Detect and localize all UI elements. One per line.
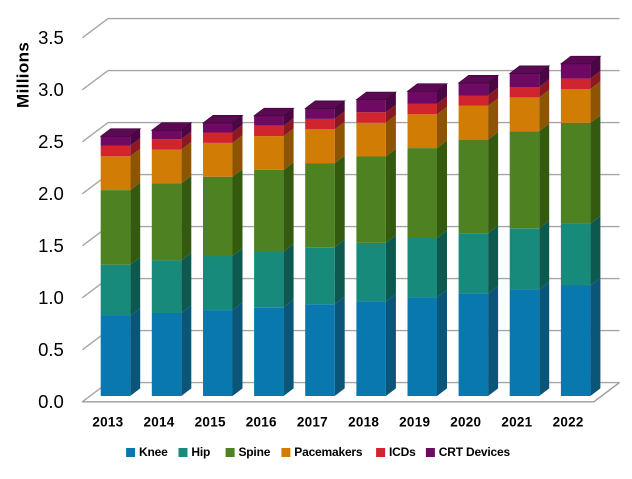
svg-text:2014: 2014 <box>143 415 174 430</box>
svg-text:3.0: 3.0 <box>38 79 64 100</box>
svg-text:2.5: 2.5 <box>38 131 64 152</box>
svg-text:2017: 2017 <box>297 415 328 430</box>
svg-text:2015: 2015 <box>195 415 226 430</box>
svg-text:2016: 2016 <box>246 415 277 430</box>
svg-text:Knee: Knee <box>139 445 168 459</box>
svg-text:2019: 2019 <box>399 415 430 430</box>
svg-text:2013: 2013 <box>92 415 123 430</box>
svg-text:0.5: 0.5 <box>38 339 64 360</box>
svg-text:2020: 2020 <box>450 415 481 430</box>
svg-text:Hip: Hip <box>191 445 210 459</box>
svg-text:2022: 2022 <box>553 415 584 430</box>
svg-text:CRT Devices: CRT Devices <box>439 445 511 459</box>
svg-text:2.0: 2.0 <box>38 183 64 204</box>
svg-text:Spine: Spine <box>239 445 271 459</box>
svg-text:1.5: 1.5 <box>38 235 64 256</box>
svg-text:1.0: 1.0 <box>38 287 64 308</box>
svg-text:Pacemakers: Pacemakers <box>294 445 363 459</box>
svg-text:ICDs: ICDs <box>389 445 416 459</box>
svg-text:3.5: 3.5 <box>38 27 64 48</box>
svg-text:2018: 2018 <box>348 415 379 430</box>
svg-text:Millions: Millions <box>14 42 33 108</box>
svg-text:2021: 2021 <box>501 415 532 430</box>
svg-text:0.0: 0.0 <box>38 391 64 412</box>
